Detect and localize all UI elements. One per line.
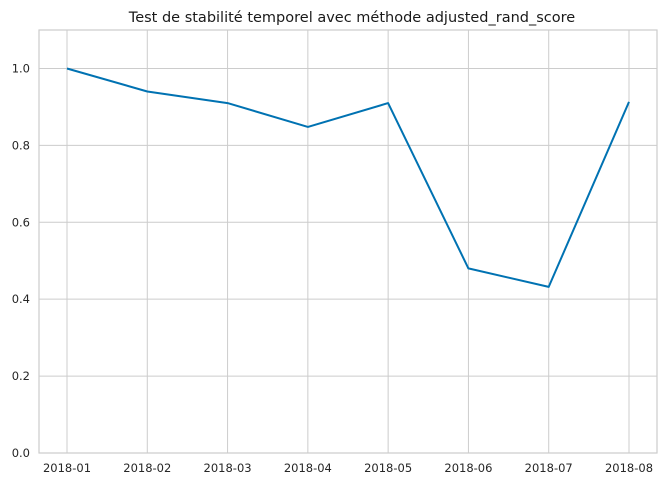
y-tick-label: 0.6 — [12, 215, 30, 229]
x-tick-label: 2018-08 — [605, 461, 653, 475]
y-tick-label: 0.2 — [12, 369, 30, 383]
x-tick-label: 2018-05 — [364, 461, 412, 475]
x-tick-label: 2018-02 — [123, 461, 171, 475]
x-tick-label: 2018-01 — [43, 461, 91, 475]
y-axis: 0.0 0.2 0.4 0.6 0.8 1.0 — [12, 61, 30, 460]
x-axis: 2018-01 2018-02 2018-03 2018-04 2018-05 2018-… — [43, 461, 653, 475]
plot-frame — [38, 29, 658, 454]
y-tick-label: 0.0 — [12, 446, 30, 460]
grid — [39, 30, 657, 454]
x-tick-label: 2018-03 — [204, 461, 252, 475]
y-tick-label: 0.8 — [12, 138, 30, 152]
x-tick-label: 2018-07 — [525, 461, 573, 475]
chart-title: Test de stabilité temporel avec méthode … — [128, 10, 575, 26]
y-tick-label: 1.0 — [12, 61, 30, 75]
series-group — [66, 67, 630, 288]
series-line — [66, 67, 630, 288]
x-tick-label: 2018-06 — [444, 461, 492, 475]
plot-background — [39, 30, 657, 453]
y-tick-label: 0.4 — [12, 292, 30, 306]
x-tick-label: 2018-04 — [284, 461, 332, 475]
